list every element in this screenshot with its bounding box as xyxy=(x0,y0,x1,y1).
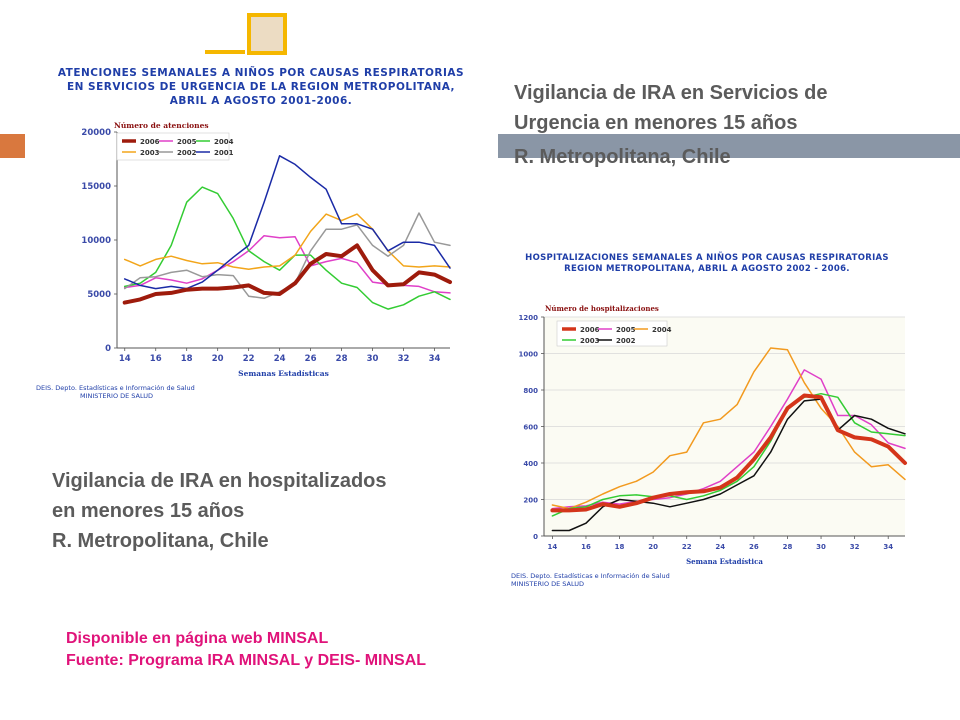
y-tick-label: 15000 xyxy=(81,182,111,192)
urgencia-title-line: R. Metropolitana, Chile xyxy=(514,146,731,168)
chart2-title-line: HOSPITALIZACIONES SEMANALES A NIÑOS POR … xyxy=(525,253,889,263)
series-line-2002 xyxy=(551,398,906,532)
source-note: DEIS. Depto. Estadísticas e Información … xyxy=(511,572,670,580)
source-note: DEIS. Depto. Estadísticas e Información … xyxy=(36,384,195,392)
x-tick-label: 22 xyxy=(682,543,692,551)
y-tick-label: 400 xyxy=(523,460,538,468)
x-tick-label: 32 xyxy=(850,543,860,551)
chart1-title-line: ABRIL A AGOSTO 2001-2006. xyxy=(169,95,353,107)
x-tick-label: 26 xyxy=(305,354,317,364)
x-tick-label: 28 xyxy=(783,543,793,551)
decorative-orange-bar xyxy=(0,134,25,158)
source-note: MINISTERIO DE SALUD xyxy=(80,392,153,400)
hosp-title-line: Vigilancia de IRA en hospitalizados xyxy=(52,470,387,492)
legend-box xyxy=(116,132,230,161)
hospitalizaciones-line-chart: 0 200 400 600 800 1000 1200 14 16 18 20 22 24 26 28 30 3… xyxy=(511,304,907,588)
x-tick-label: 22 xyxy=(243,354,255,364)
urgencia-title: Vigilancia de IRA en Servicios de Urgenc… xyxy=(514,78,827,168)
y-tick-label: 5000 xyxy=(87,290,111,300)
legend-label-2002: 2002 xyxy=(616,337,636,345)
series-line-2004 xyxy=(123,186,451,310)
y-tick-label: 0 xyxy=(105,344,111,354)
legend-label-2004: 2004 xyxy=(214,138,234,146)
legend-label-2001: 2001 xyxy=(214,149,234,157)
legend-label-2003: 2003 xyxy=(580,337,600,345)
footer-source: Disponible en página web MINSAL Fuente: … xyxy=(66,628,426,672)
x-tick-label: 20 xyxy=(212,354,224,364)
y-axis-label: Número de hospitalizaciones xyxy=(545,304,659,313)
y-tick-label: 800 xyxy=(523,387,538,395)
x-tick-label: 32 xyxy=(398,354,410,364)
legend-label-2005: 2005 xyxy=(616,326,636,334)
decorative-gold-line xyxy=(205,50,245,54)
y-tick-label: 10000 xyxy=(81,236,111,246)
x-tick-label: 30 xyxy=(367,354,379,364)
chart1-title: ATENCIONES SEMANALES A NIÑOS POR CAUSAS … xyxy=(30,66,492,108)
series-line-2001 xyxy=(123,155,451,290)
series-line-2006 xyxy=(550,393,907,513)
decorative-gray-bar xyxy=(498,134,960,158)
y-tick-label: 1000 xyxy=(519,351,539,359)
x-axis-label: Semana Estadística xyxy=(686,557,763,566)
x-tick-label: 18 xyxy=(181,354,193,364)
chart1-title-line: ATENCIONES SEMANALES A NIÑOS POR CAUSAS … xyxy=(57,67,465,79)
chart1-title-line: EN SERVICIOS DE URGENCIA DE LA REGION ME… xyxy=(66,81,456,93)
series-line-2003 xyxy=(123,213,451,270)
x-tick-label: 30 xyxy=(816,543,826,551)
source-note: MINISTERIO DE SALUD xyxy=(511,580,584,588)
x-tick-label: 14 xyxy=(548,543,558,551)
footer-line: Fuente: Programa IRA MINSAL y DEIS- MINS… xyxy=(66,652,427,669)
x-tick-label: 16 xyxy=(581,543,591,551)
x-tick-label: 18 xyxy=(615,543,625,551)
urgencia-title-line: Urgencia en menores 15 años xyxy=(514,112,798,134)
x-tick-label: 34 xyxy=(883,543,893,551)
hosp-title-line: en menores 15 años xyxy=(52,500,245,522)
y-tick-label: 600 xyxy=(523,424,538,432)
legend-label-2006: 2006 xyxy=(140,138,160,146)
series-line-2003 xyxy=(551,392,906,517)
chart2-title-line: REGION METROPOLITANA, ABRIL A AGOSTO 200… xyxy=(564,264,850,274)
series-line-2006 xyxy=(122,243,452,305)
footer-line: Disponible en página web MINSAL xyxy=(66,630,329,647)
series-line-2004 xyxy=(551,347,906,510)
legend-label-2003: 2003 xyxy=(140,149,160,157)
x-tick-label: 28 xyxy=(336,354,348,364)
x-tick-label: 20 xyxy=(648,543,658,551)
x-axis-label: Semanas Estadísticas xyxy=(238,369,329,378)
legend: 2006 2005 2004 2003 2002 2001 xyxy=(116,132,234,161)
x-tick-label: 34 xyxy=(429,354,441,364)
x-tick-label: 24 xyxy=(274,354,286,364)
hosp-title: Vigilancia de IRA en hospitalizados en m… xyxy=(52,466,387,556)
x-tick-label: 14 xyxy=(119,354,131,364)
x-tick-label: 26 xyxy=(749,543,759,551)
urgencia-title-line: Vigilancia de IRA en Servicios de xyxy=(514,82,828,104)
y-axis-label: Número de atenciones xyxy=(114,121,209,130)
decorative-gold-square xyxy=(247,13,287,55)
urgencia-line-chart: 0 5000 10000 15000 20000 14 16 18 20 22 24 26 28 30 32… xyxy=(36,121,452,400)
hosp-title-line: R. Metropolitana, Chile xyxy=(52,530,269,552)
y-tick-label: 200 xyxy=(523,497,538,505)
chart2-title: HOSPITALIZACIONES SEMANALES A NIÑOS POR … xyxy=(497,253,917,275)
legend-label-2004: 2004 xyxy=(652,326,672,334)
legend: 2006 2005 2004 2003 2002 xyxy=(556,320,672,347)
x-tick-label: 16 xyxy=(150,354,162,364)
legend-label-2006: 2006 xyxy=(580,326,600,334)
y-tick-label: 20000 xyxy=(81,128,111,138)
y-tick-label: 0 xyxy=(533,533,538,541)
x-tick-label: 24 xyxy=(715,543,725,551)
legend-box xyxy=(556,320,668,347)
legend-label-2005: 2005 xyxy=(177,138,197,146)
legend-label-2002: 2002 xyxy=(177,149,197,157)
y-tick-label: 1200 xyxy=(519,314,539,322)
